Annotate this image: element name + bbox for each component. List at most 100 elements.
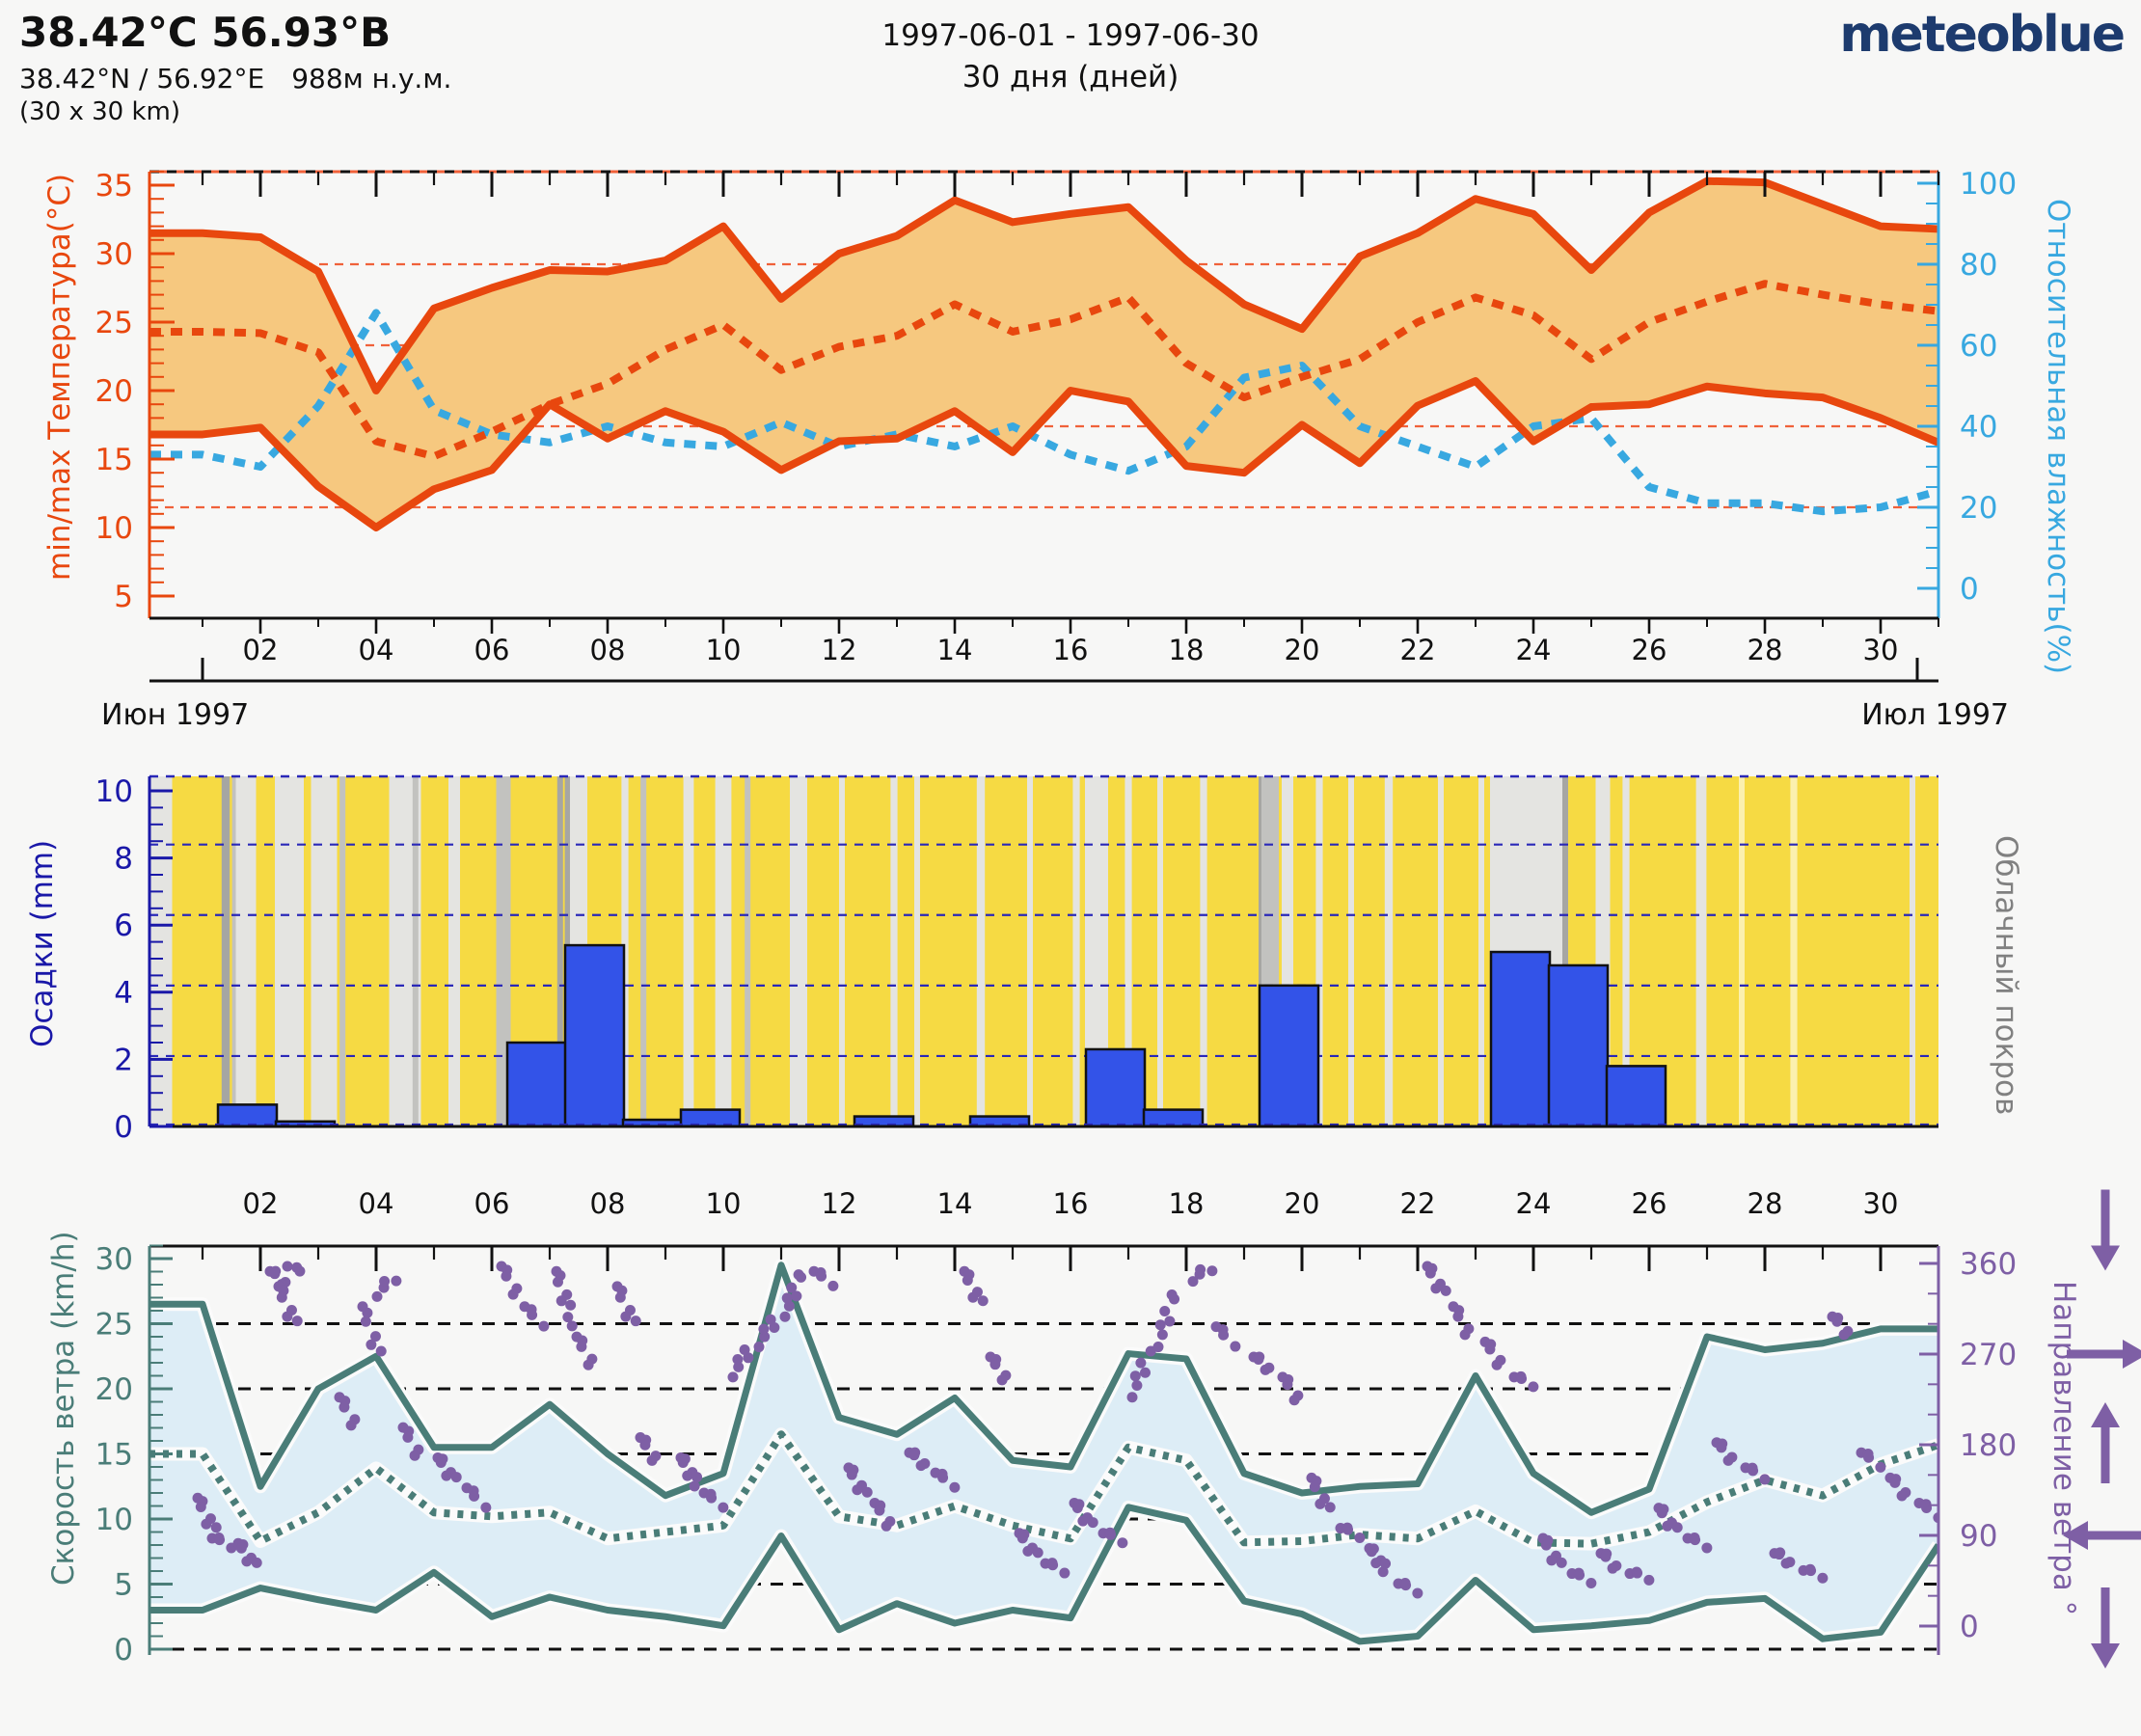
svg-text:18: 18 bbox=[1169, 634, 1205, 666]
mean-wind-line bbox=[149, 1430, 1938, 1548]
precip-bar bbox=[216, 1103, 279, 1128]
svg-text:08: 08 bbox=[590, 634, 626, 666]
wind-direction-axis-title: Направление ветра ° bbox=[2046, 1281, 2081, 1616]
svg-text:14: 14 bbox=[937, 1187, 973, 1220]
svg-text:24: 24 bbox=[1516, 1187, 1552, 1220]
wind-speed-axis-title: Скорость ветра (km/h) bbox=[46, 1231, 81, 1586]
temperature-band bbox=[149, 180, 1938, 529]
svg-text:12: 12 bbox=[822, 634, 857, 666]
svg-text:15: 15 bbox=[95, 443, 133, 477]
svg-text:06: 06 bbox=[474, 634, 510, 666]
wind-direction-arrows bbox=[2063, 1189, 2141, 1668]
svg-text:5: 5 bbox=[114, 1568, 133, 1603]
svg-text:100: 100 bbox=[1960, 167, 2017, 202]
precip-bar bbox=[1547, 963, 1610, 1128]
max-temp-line bbox=[149, 176, 1939, 394]
svg-text:4: 4 bbox=[114, 976, 133, 1011]
svg-text:15: 15 bbox=[95, 1438, 133, 1473]
svg-text:16: 16 bbox=[1053, 1187, 1089, 1220]
svg-text:02: 02 bbox=[243, 1187, 279, 1220]
meteoblue-logo: meteoblue bbox=[1839, 6, 2126, 64]
svg-text:20: 20 bbox=[95, 374, 133, 409]
duration-label: 30 дня (дней) bbox=[962, 60, 1179, 95]
grid-area: (30 x 30 km) bbox=[19, 97, 181, 127]
temperature-humidity-chart: 5 10 15 20 25 30 35 0 20 40 60 80 100 02 04 06 08 10 12 14 1… bbox=[95, 167, 2018, 666]
humidity-axis-title: Относительная влажность(%) bbox=[2041, 199, 2075, 675]
humidity-line bbox=[149, 309, 1940, 516]
wind-band bbox=[149, 1264, 1938, 1641]
elevation-value: 988м н.у.м. bbox=[291, 63, 452, 95]
precip-bar bbox=[1605, 1065, 1667, 1128]
svg-text:0: 0 bbox=[1960, 1610, 1979, 1644]
svg-text:28: 28 bbox=[1748, 634, 1783, 666]
precip-bar bbox=[1084, 1047, 1147, 1128]
location-title: 38.42°C 56.93°В bbox=[19, 9, 392, 56]
svg-text:360: 360 bbox=[1960, 1247, 2017, 1282]
mean-temp-line bbox=[149, 280, 1939, 461]
svg-text:30: 30 bbox=[95, 1242, 133, 1277]
svg-text:16: 16 bbox=[1053, 634, 1089, 666]
svg-text:40: 40 bbox=[1960, 410, 1997, 445]
svg-text:20: 20 bbox=[1960, 491, 1997, 526]
date-range: 1997-06-01 - 1997-06-30 bbox=[881, 18, 1260, 53]
svg-text:5: 5 bbox=[114, 580, 133, 614]
svg-text:28: 28 bbox=[1748, 1187, 1783, 1220]
svg-text:80: 80 bbox=[1960, 248, 1997, 283]
precipitation-cloud-chart: 0 2 4 6 8 10 bbox=[95, 774, 1938, 1145]
precip-bar bbox=[1258, 984, 1320, 1128]
svg-text:30: 30 bbox=[1863, 634, 1899, 666]
svg-text:26: 26 bbox=[1632, 634, 1667, 666]
svg-text:12: 12 bbox=[822, 1187, 857, 1220]
svg-text:10: 10 bbox=[95, 774, 133, 809]
month-label-june: Июн 1997 bbox=[101, 698, 250, 732]
svg-text:0: 0 bbox=[1960, 572, 1979, 607]
svg-text:20: 20 bbox=[95, 1372, 133, 1407]
svg-text:24: 24 bbox=[1516, 634, 1552, 666]
svg-text:08: 08 bbox=[590, 1187, 626, 1220]
svg-text:10: 10 bbox=[706, 1187, 742, 1220]
timeline-axis bbox=[149, 658, 1938, 683]
min-temp-line bbox=[149, 377, 1940, 531]
wind-direction-dots bbox=[192, 1261, 1938, 1599]
precipitation-axis-title: Осадки (mm) bbox=[25, 839, 60, 1047]
svg-text:20: 20 bbox=[1285, 634, 1320, 666]
month-label-july: Июл 1997 bbox=[1861, 698, 2009, 732]
svg-text:10: 10 bbox=[95, 1503, 133, 1537]
svg-text:25: 25 bbox=[95, 1308, 133, 1343]
svg-text:0: 0 bbox=[114, 1633, 133, 1668]
svg-text:35: 35 bbox=[95, 169, 133, 203]
svg-text:60: 60 bbox=[1960, 329, 1997, 364]
wind-chart: 02 04 06 08 10 12 14 16 18 20 22 24 26 28 30 0 5 10 15 20 25… bbox=[95, 1187, 2141, 1668]
svg-text:04: 04 bbox=[359, 1187, 394, 1220]
min-wind-line bbox=[149, 1504, 1938, 1645]
location-coordinates: 38.42°N / 56.92°E 988м н.у.м. bbox=[19, 64, 451, 95]
temperature-axis-title: min/max Температура(°C) bbox=[42, 173, 77, 581]
location-header: 38.42°C 56.93°В 38.42°N / 56.92°E 988м н.… bbox=[19, 9, 451, 127]
precip-bar bbox=[1489, 950, 1552, 1128]
svg-text:14: 14 bbox=[937, 634, 973, 666]
svg-text:26: 26 bbox=[1632, 1187, 1667, 1220]
svg-text:02: 02 bbox=[243, 634, 279, 666]
svg-text:8: 8 bbox=[114, 842, 133, 877]
svg-text:10: 10 bbox=[95, 511, 133, 546]
svg-text:30: 30 bbox=[1863, 1187, 1899, 1220]
coords-value: 38.42°N / 56.92°E bbox=[19, 63, 265, 95]
svg-text:30: 30 bbox=[95, 237, 133, 272]
svg-text:180: 180 bbox=[1960, 1428, 2017, 1463]
svg-text:22: 22 bbox=[1400, 634, 1436, 666]
svg-text:90: 90 bbox=[1960, 1519, 1997, 1554]
svg-text:04: 04 bbox=[359, 634, 394, 666]
max-wind-line bbox=[149, 1261, 1938, 1516]
svg-text:10: 10 bbox=[706, 634, 742, 666]
svg-text:20: 20 bbox=[1285, 1187, 1320, 1220]
precip-bar bbox=[563, 943, 626, 1128]
svg-text:18: 18 bbox=[1169, 1187, 1205, 1220]
cloud-cover-axis-title: Облачный покров bbox=[1989, 835, 2023, 1116]
svg-text:270: 270 bbox=[1960, 1338, 2017, 1372]
svg-text:2: 2 bbox=[114, 1043, 133, 1077]
svg-text:6: 6 bbox=[114, 909, 133, 943]
svg-text:0: 0 bbox=[114, 1110, 133, 1145]
svg-text:06: 06 bbox=[474, 1187, 510, 1220]
